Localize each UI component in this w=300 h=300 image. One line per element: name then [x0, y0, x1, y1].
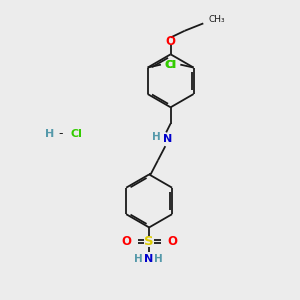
Text: H: H [45, 129, 55, 139]
Text: O: O [167, 235, 177, 248]
Text: Cl: Cl [70, 129, 82, 139]
Text: Cl: Cl [165, 60, 176, 70]
Text: O: O [166, 35, 176, 48]
Text: H: H [152, 132, 161, 142]
Text: -: - [58, 127, 62, 140]
Text: H: H [154, 254, 163, 264]
Text: O: O [121, 235, 131, 248]
Text: Cl: Cl [165, 60, 177, 70]
Text: S: S [144, 235, 154, 248]
Text: N: N [145, 254, 154, 264]
Text: CH₃: CH₃ [208, 15, 225, 24]
Text: H: H [134, 254, 143, 264]
Text: N: N [163, 134, 172, 144]
